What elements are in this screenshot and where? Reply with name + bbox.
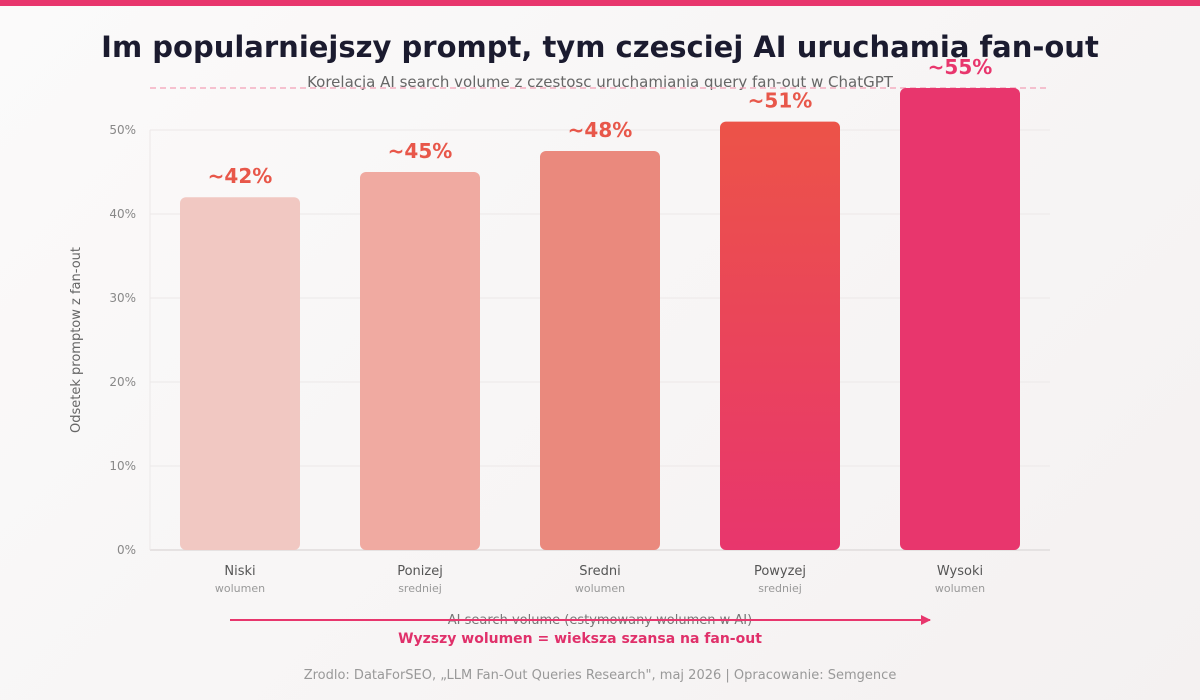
y-tick-label: 50% [109,123,136,137]
bar-niski [180,197,300,550]
chart-subtitle: Korelacja AI search volume z czestosc ur… [307,73,893,91]
chart-title: Im popularniejszy prompt, tym czesciej A… [101,30,1099,64]
data-label: ~45% [388,139,453,163]
bar-wysoki [900,88,1020,550]
data-label: ~48% [568,118,633,142]
axis-layer: 0% 10% 20% 30% 40% 50% Odsetek promptow z fan-… [69,123,1050,628]
bars-layer [180,88,1020,550]
x-tick-label: Wysoki [937,564,983,579]
y-tick-label: 30% [109,291,136,305]
y-axis-label: Odsetek promptow z fan-out [69,247,84,433]
y-tick-label: 10% [109,459,136,473]
x-tick-sublabel: wolumen [935,582,985,595]
bar-powyzej [720,121,840,550]
top-accent-bar [0,0,1200,6]
y-tick-label: 20% [109,375,136,389]
x-tick-sublabel: sredniej [398,582,442,595]
x-tick-label: Ponizej [397,564,443,579]
source-caption: Zrodlo: DataForSEO, „LLM Fan-Out Queries… [303,668,897,683]
x-tick-sublabel: wolumen [575,582,625,595]
x-tick-label: Powyzej [754,564,806,579]
trend-note: Wyzszy wolumen = wieksza szansa na fan-o… [398,631,762,647]
data-label: ~55% [928,55,993,79]
x-tick-label: Sredni [579,564,620,579]
data-label: ~42% [208,164,273,188]
data-label: ~51% [748,89,813,113]
labels-layer: ~42% Niski wolumen ~45% Ponizej sredniej ~48% S… [208,55,993,595]
x-tick-label: Niski [224,564,255,579]
y-tick-label: 40% [109,207,136,221]
x-tick-sublabel: sredniej [758,582,802,595]
y-tick-label: 0% [117,543,136,557]
bar-sredni [540,151,660,550]
x-tick-sublabel: wolumen [215,582,265,595]
bar-ponizej [360,172,480,550]
